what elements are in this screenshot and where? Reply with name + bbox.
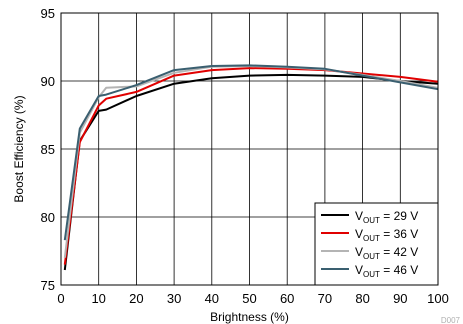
x-tick-label: 60 xyxy=(280,291,294,306)
y-tick-label: 80 xyxy=(41,210,55,225)
legend-box xyxy=(314,202,439,286)
x-tick-label: 0 xyxy=(57,291,64,306)
legend: VOUT = 29 V VOUT = 36 V VOUT = 42 V VOUT = … xyxy=(314,202,439,286)
x-tick-label: 20 xyxy=(129,291,143,306)
x-tick-label: 100 xyxy=(427,291,449,306)
y-tick-label: 90 xyxy=(41,74,55,89)
legend-label-4: VOUT = 46 V xyxy=(355,263,418,279)
legend-label-2: VOUT = 36 V xyxy=(355,227,418,243)
series-line-2 xyxy=(63,67,439,265)
legend-label-3: VOUT = 42 V xyxy=(355,245,418,261)
x-tick-label: 80 xyxy=(355,291,369,306)
x-tick-label: 70 xyxy=(318,291,332,306)
x-tick-label: 30 xyxy=(167,291,181,306)
x-tick-label: 90 xyxy=(393,291,407,306)
x-axis-title: Brightness (%) xyxy=(210,310,289,324)
x-tick-label: 50 xyxy=(242,291,256,306)
figure-id-watermark: D007 xyxy=(441,316,461,324)
plot-frame xyxy=(60,12,439,286)
series-line-1 xyxy=(63,73,439,271)
y-tick-label: 85 xyxy=(41,142,55,157)
y-axis-title: Boost Efficiency (%) xyxy=(12,95,26,202)
y-tick-label: 95 xyxy=(41,6,55,21)
series-lines xyxy=(63,64,439,271)
x-tick-label: 40 xyxy=(205,291,219,306)
x-tick-labels: 0 10 20 30 40 50 60 70 80 90 100 xyxy=(57,291,448,306)
y-tick-labels: 75 80 85 90 95 xyxy=(41,6,55,293)
y-tick-label: 75 xyxy=(41,278,55,293)
x-tick-label: 10 xyxy=(91,291,105,306)
series-line-4 xyxy=(63,64,439,241)
legend-label-1: VOUT = 29 V xyxy=(355,209,418,225)
